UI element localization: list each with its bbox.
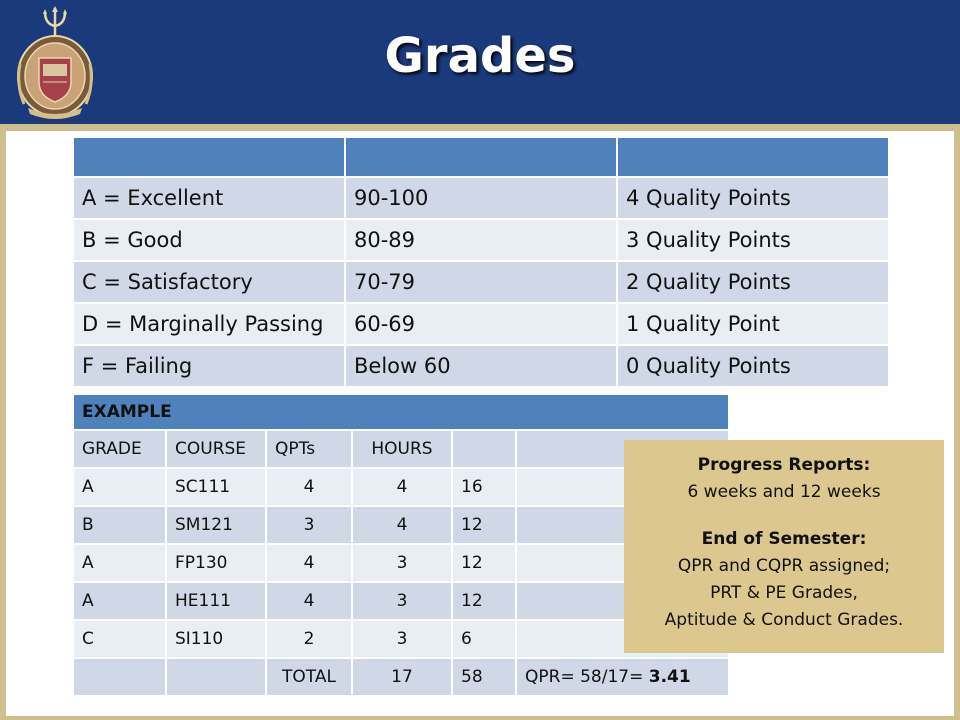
column-header: GRADE — [72, 429, 167, 469]
semester-line: QPR and CQPR assigned; — [677, 556, 891, 576]
qpts-cell: 4 — [265, 467, 353, 507]
hours-cell: 3 — [351, 581, 453, 621]
qpr-value: 3.41 — [648, 667, 691, 687]
quality-points: 2 Quality Points — [616, 260, 890, 304]
frame-bottom — [0, 716, 960, 720]
semester-line: Aptitude & Conduct Grades. — [664, 610, 904, 630]
total-label: TOTAL — [265, 657, 353, 697]
grade-range: 70-79 — [344, 260, 618, 304]
semester-heading: End of Semester: — [701, 529, 867, 549]
quality-points: 0 Quality Points — [616, 344, 890, 388]
product-cell: 12 — [451, 581, 517, 621]
slide-header — [0, 0, 960, 124]
frame-left — [0, 131, 6, 720]
course-cell: FP130 — [165, 543, 267, 583]
quality-points: 1 Quality Point — [616, 302, 890, 346]
grade-label: D = Marginally Passing — [72, 302, 346, 346]
table-row: C SI110 2 3 6 — [72, 619, 731, 659]
column-header: QPTs — [265, 429, 353, 469]
product-cell: 12 — [451, 543, 517, 583]
course-cell: SI110 — [165, 619, 267, 659]
semester-line: PRT & PE Grades, — [710, 583, 858, 603]
slide-title: Grades — [384, 28, 576, 84]
grade-cell: A — [72, 581, 167, 621]
grade-range: Below 60 — [344, 344, 618, 388]
qpts-cell: 4 — [265, 543, 353, 583]
grade-cell: B — [72, 505, 167, 545]
grade-cell: A — [72, 467, 167, 507]
grade-scale-table: A = Excellent 90-100 4 Quality Points B … — [72, 136, 890, 388]
grade-cell: C — [72, 619, 167, 659]
frame-right — [954, 131, 960, 720]
product-cell: 16 — [451, 467, 517, 507]
spacer — [624, 506, 944, 526]
product-cell: 12 — [451, 505, 517, 545]
total-row: TOTAL 17 58 QPR= 58/17= 3.41 — [72, 657, 731, 697]
table-row: D = Marginally Passing 60-69 1 Quality P… — [72, 302, 890, 346]
quality-points: 4 Quality Points — [616, 176, 890, 220]
qpr-formula: QPR= 58/17= — [525, 667, 649, 687]
empty-cell — [72, 657, 167, 697]
column-header — [451, 429, 517, 469]
grade-cell: A — [72, 543, 167, 583]
column-header: COURSE — [165, 429, 267, 469]
table-row: A = Excellent 90-100 4 Quality Points — [72, 176, 890, 220]
hours-cell: 3 — [351, 543, 453, 583]
total-product: 58 — [451, 657, 517, 697]
column-header: HOURS — [351, 429, 453, 469]
course-cell: SM121 — [165, 505, 267, 545]
qpr-result: QPR= 58/17= 3.41 — [514, 657, 731, 697]
progress-heading: Progress Reports: — [697, 455, 871, 475]
hours-cell: 4 — [351, 467, 453, 507]
empty-cell — [165, 657, 267, 697]
grade-range: 80-89 — [344, 218, 618, 262]
total-hours: 17 — [351, 657, 453, 697]
grade-label: A = Excellent — [72, 176, 346, 220]
table-row: C = Satisfactory 70-79 2 Quality Points — [72, 260, 890, 304]
product-cell: 6 — [451, 619, 517, 659]
example-title-row: EXAMPLE — [71, 393, 731, 431]
grade-label: C = Satisfactory — [72, 260, 346, 304]
naval-academy-crest-icon — [17, 6, 93, 119]
grade-scale-header-row — [72, 136, 890, 178]
quality-points: 3 Quality Points — [616, 218, 890, 262]
example-title: EXAMPLE — [71, 393, 731, 431]
course-cell: HE111 — [165, 581, 267, 621]
qpts-cell: 2 — [265, 619, 353, 659]
grade-label: F = Failing — [72, 344, 346, 388]
grade-range: 60-69 — [344, 302, 618, 346]
grade-label: B = Good — [72, 218, 346, 262]
table-row: B = Good 80-89 3 Quality Points — [72, 218, 890, 262]
course-cell: SC111 — [165, 467, 267, 507]
info-note-box: Progress Reports: 6 weeks and 12 weeks E… — [624, 440, 944, 653]
hours-cell: 4 — [351, 505, 453, 545]
hours-cell: 3 — [351, 619, 453, 659]
header-divider — [0, 124, 960, 131]
grade-range: 90-100 — [344, 176, 618, 220]
qpts-cell: 4 — [265, 581, 353, 621]
progress-text: 6 weeks and 12 weeks — [687, 482, 881, 502]
qpts-cell: 3 — [265, 505, 353, 545]
table-row: F = Failing Below 60 0 Quality Points — [72, 344, 890, 388]
